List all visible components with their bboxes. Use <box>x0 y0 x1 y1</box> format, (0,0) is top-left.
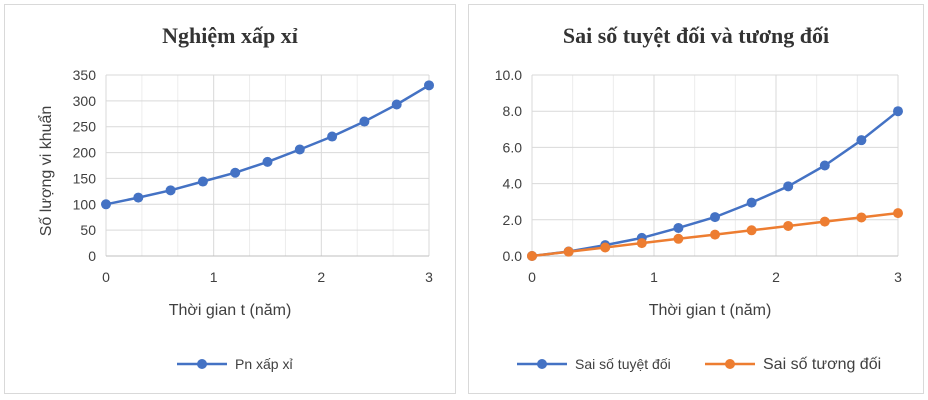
x-tick-label: 3 <box>425 269 433 285</box>
data-point <box>673 222 684 233</box>
data-point <box>133 192 144 203</box>
x-axis-label: Thời gian t (năm) <box>169 302 292 319</box>
data-point <box>527 251 537 261</box>
y-tick-label: 150 <box>73 170 97 186</box>
data-point <box>600 242 611 253</box>
chart-panel-left: Nghiệm xấp xỉ Thời gian t (năm) Số lượng… <box>4 4 456 394</box>
data-point <box>230 167 241 178</box>
data-point <box>746 225 757 236</box>
x-tick-label: 1 <box>210 269 218 285</box>
y-tick-label: 250 <box>73 119 97 135</box>
y-tick-label: 200 <box>73 145 97 161</box>
y-tick-label: 10.0 <box>495 67 522 83</box>
data-point <box>673 233 684 244</box>
data-point <box>424 80 434 91</box>
x-tick-label: 0 <box>102 269 110 285</box>
y-tick-label: 0.0 <box>503 248 523 264</box>
x-tick-label: 3 <box>894 269 902 285</box>
data-point <box>819 160 830 171</box>
chart-right-svg: Sai số tuyệt đối và tương đối Thời gian … <box>495 23 903 373</box>
y-tick-label: 50 <box>80 222 96 238</box>
x-tick-label: 2 <box>317 269 325 285</box>
series-line <box>105 84 430 206</box>
data-point <box>893 208 903 219</box>
data-point <box>893 106 903 117</box>
data-point <box>359 116 370 127</box>
data-point <box>783 220 794 231</box>
data-point <box>636 238 647 249</box>
data-point <box>746 197 757 208</box>
x-tick-label: 2 <box>772 269 780 285</box>
data-point <box>819 216 830 227</box>
data-point <box>262 156 273 167</box>
y-axis-label: Số lượng vi khuẩn <box>37 106 55 237</box>
y-tick-label: 6.0 <box>503 139 523 155</box>
data-point <box>165 185 176 196</box>
y-tick-label: 4.0 <box>503 176 523 192</box>
data-point <box>101 199 111 210</box>
x-tick-label: 0 <box>528 269 536 285</box>
data-point <box>710 212 720 223</box>
chart-title: Sai số tuyệt đối và tương đối <box>563 23 829 48</box>
data-point <box>783 181 794 192</box>
legend-marker <box>537 359 547 369</box>
data-point <box>327 131 338 142</box>
y-tick-label: 0 <box>88 248 96 264</box>
data-point <box>856 212 867 223</box>
y-tick-label: 100 <box>73 196 97 212</box>
legend-label: Pn xấp xỉ <box>235 356 293 372</box>
y-tick-label: 8.0 <box>503 103 523 119</box>
data-point <box>197 176 208 187</box>
legend-marker <box>725 359 735 369</box>
legend-label: Sai số tuyệt đối <box>575 356 671 372</box>
chart-title: Nghiệm xấp xỉ <box>162 23 298 48</box>
x-tick-label: 1 <box>650 269 658 285</box>
chart-left-svg: Nghiệm xấp xỉ Thời gian t (năm) Số lượng… <box>37 23 434 372</box>
data-point <box>856 135 867 146</box>
y-tick-label: 300 <box>73 93 97 109</box>
y-tick-label: 350 <box>73 67 97 83</box>
legend-label: Sai số tương đối <box>763 356 881 373</box>
data-point <box>563 246 574 257</box>
x-axis-label: Thời gian t (năm) <box>649 302 772 319</box>
legend-marker <box>197 359 207 369</box>
data-point <box>710 229 720 240</box>
data-point <box>294 144 305 155</box>
chart-panel-right: Sai số tuyệt đối và tương đối Thời gian … <box>468 4 924 394</box>
data-point <box>391 99 402 110</box>
y-tick-label: 2.0 <box>503 212 523 228</box>
